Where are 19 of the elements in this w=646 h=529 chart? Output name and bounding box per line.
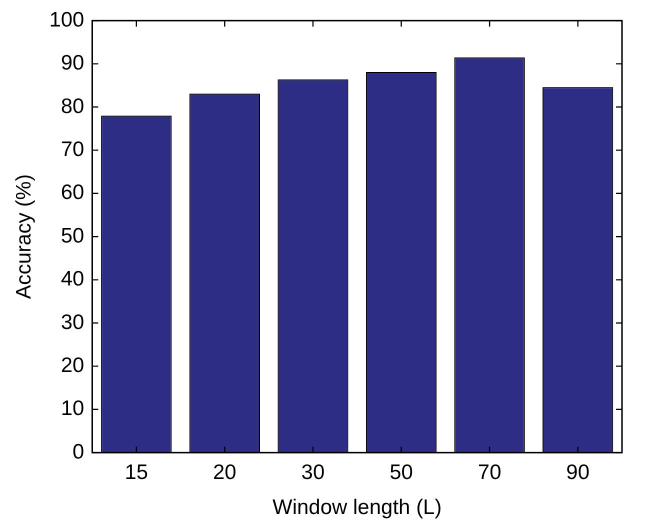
y-tick-label: 10: [60, 397, 84, 420]
x-tick-label: 15: [124, 460, 148, 484]
y-tick-label: 20: [60, 354, 84, 377]
y-tick-label: 30: [60, 310, 84, 334]
y-tick-label: 70: [60, 138, 84, 161]
x-tick-label: 90: [566, 460, 590, 484]
x-tick-label: 70: [478, 460, 502, 484]
y-tick-label: 0: [72, 440, 84, 464]
x-tick-label: 50: [390, 460, 413, 484]
y-tick-label: 80: [60, 94, 84, 118]
x-tick-label: 20: [213, 460, 236, 484]
y-axis-title: Accuracy (%): [12, 174, 36, 300]
y-tick-label: 40: [60, 268, 84, 291]
y-tick-label: 90: [60, 52, 84, 75]
y-tick-label: 100: [49, 8, 84, 32]
y-tick-label: 60: [60, 181, 84, 204]
x-tick-label: 30: [301, 460, 325, 484]
x-axis-title: Window length (L): [272, 496, 442, 520]
y-tick-label: 50: [60, 224, 84, 248]
